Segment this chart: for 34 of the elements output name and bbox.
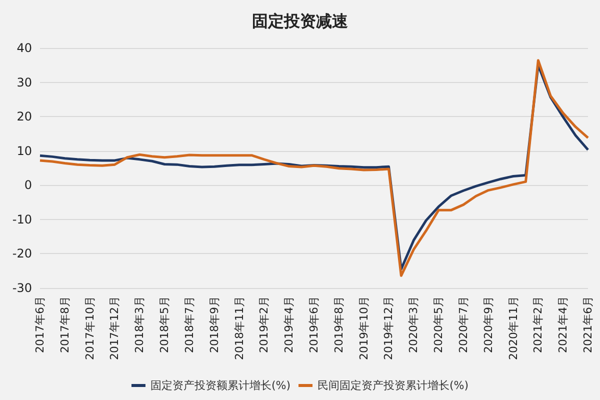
legend-label: 固定资产投资额累计增长(%) [150,379,291,392]
y-tick-label: -30 [12,281,32,295]
x-tick-label: 2017年6月 [34,296,46,353]
legend-label: 民间固定资产投资累计增长(%) [318,379,469,392]
x-tick-label: 2017年12月 [108,296,122,360]
x-tick-label: 2018年7月 [182,296,196,353]
x-tick-label: 2018年9月 [208,296,221,353]
x-tick-label: 2017年8月 [58,296,72,353]
x-tick-label: 2021年2月 [532,296,545,353]
x-tick-label: 2020年5月 [432,296,446,353]
x-tick-label: 2021年4月 [556,296,570,353]
x-tick-label: 2017年10月 [83,296,96,360]
chart-title: 固定投资减速 [252,12,349,30]
y-tick-label: 20 [16,110,32,124]
x-tick-label: 2019年4月 [282,296,296,353]
x-tick-label: 2019年10月 [357,296,370,360]
y-tick-label: -10 [12,212,32,226]
y-tick-label: 10 [16,144,32,158]
x-tick-label: 2019年8月 [332,296,346,353]
x-tick-label: 2020年3月 [407,296,420,353]
y-tick-label: 40 [16,41,32,55]
x-tick-label: 2018年3月 [133,296,146,353]
x-tick-label: 2019年12月 [382,296,396,360]
x-tick-label: 2020年7月 [456,296,470,353]
y-tick-label: 0 [24,178,32,192]
x-tick-label: 2021年6月 [582,296,594,353]
x-tick-label: 2019年2月 [258,296,271,353]
x-tick-label: 2018年5月 [158,296,172,353]
x-tick-label: 2018年11月 [232,296,246,360]
y-tick-label: 30 [16,75,32,90]
x-tick-label: 2019年6月 [308,296,320,353]
x-tick-label: 2020年9月 [482,296,495,353]
y-tick-label: -20 [12,246,32,261]
x-tick-label: 2020年11月 [506,296,520,360]
